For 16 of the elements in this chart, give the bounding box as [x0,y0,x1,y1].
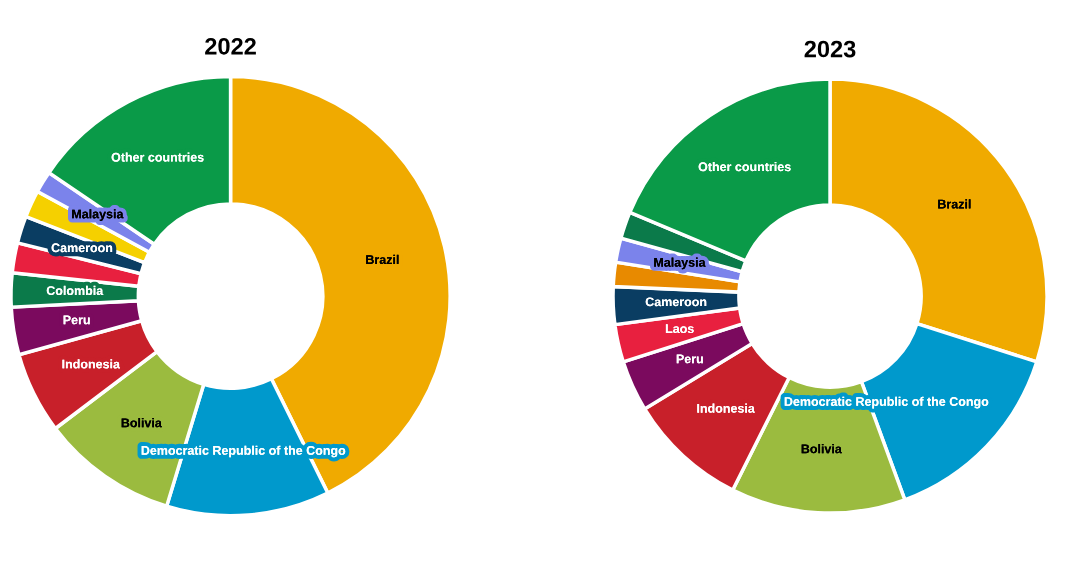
slice-label: Indonesia [62,359,121,369]
slice-label: Malaysia [654,257,706,270]
slice-label: Bolivia [121,418,162,428]
slice-label: Peru [63,315,90,325]
slice-label: Brazil [938,199,971,209]
slice-label: Bolivia [801,444,842,454]
slice-label: Indonesia [697,403,755,413]
slice-label: Peru [676,354,703,364]
slice-label: Other countries [111,152,204,162]
chart-title: 2022 [205,37,256,55]
slice-label: Laos [665,324,694,334]
slice-label: Colombia [46,285,104,296]
slice-label: Brazil [366,254,399,265]
slice-label: Cameroon [645,297,707,307]
chart-title: 2023 [804,40,856,58]
slice-label: Other countries [698,162,791,172]
